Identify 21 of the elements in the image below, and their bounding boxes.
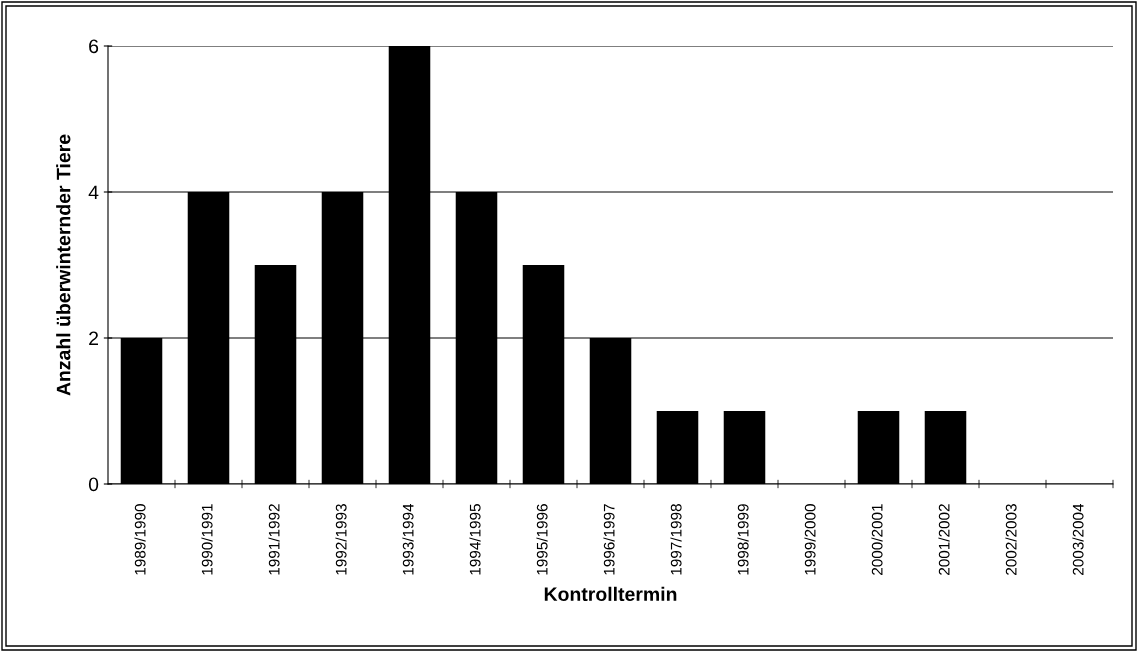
x-tick-label: 1989/1990 [134, 504, 146, 575]
y-tick-label: 6 [89, 39, 99, 54]
x-tick-label: 1993/1994 [402, 503, 414, 575]
x-tick-label: 2002/2003 [1005, 504, 1017, 575]
x-tick-label: 1996/1997 [603, 504, 615, 575]
x-axis-title: Kontrolltermin [544, 586, 677, 602]
x-tick-label: 1999/2000 [804, 504, 816, 575]
y-tick-label: 0 [88, 477, 99, 492]
x-tick-label: 1995/1996 [536, 504, 548, 575]
x-tick-label: 2003/2004 [1072, 503, 1084, 575]
x-tick-label: 1998/1999 [737, 504, 749, 575]
x-tick-label: 1992/1993 [335, 504, 347, 575]
x-tick-label: 2001/2002 [938, 504, 950, 575]
x-tick-label: 1991/1992 [268, 504, 280, 575]
y-tick-label: 2 [89, 331, 98, 346]
x-tick-label: 1994/1995 [469, 504, 481, 575]
x-tick-label: 1990/1991 [201, 504, 213, 575]
x-tick-label: 2000/2001 [871, 504, 883, 575]
x-tick-label: 1997/1998 [670, 504, 682, 575]
y-tick-label: 4 [88, 185, 99, 200]
y-axis-title: Anzahl überwinternder Tiere [56, 134, 71, 396]
